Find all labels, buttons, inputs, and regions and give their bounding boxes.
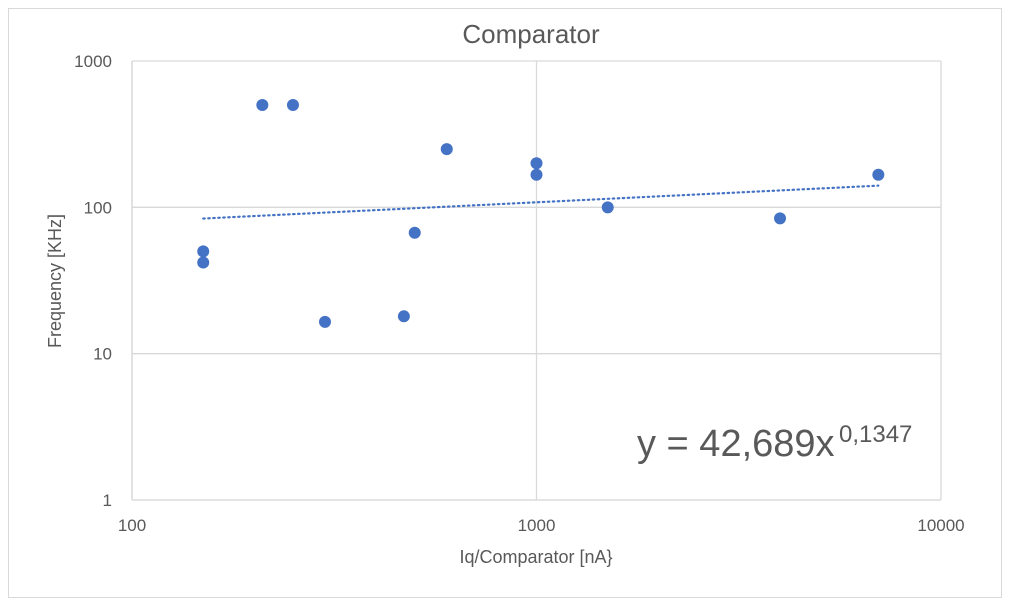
x-tick-label: 100 xyxy=(118,516,146,535)
data-point xyxy=(601,201,614,214)
data-point xyxy=(256,99,269,112)
y-axis-ticks: 1 10 100 1000 xyxy=(74,52,112,510)
y-tick-label: 100 xyxy=(84,198,112,217)
y-tick-label: 10 xyxy=(93,345,112,364)
data-point xyxy=(530,157,543,170)
chart-title: Comparator xyxy=(462,19,600,49)
axis-lines xyxy=(131,61,941,501)
y-tick-label: 1 xyxy=(103,491,112,510)
data-point xyxy=(408,226,421,239)
data-points xyxy=(197,99,885,328)
data-point xyxy=(318,315,331,328)
x-tick-label: 1000 xyxy=(518,516,556,535)
x-tick-label: 10000 xyxy=(917,516,964,535)
data-point xyxy=(872,168,885,181)
data-point xyxy=(397,310,410,323)
equation-base: y = 42,689x xyxy=(637,423,835,465)
data-point xyxy=(286,99,299,112)
x-axis-ticks: 100 1000 10000 xyxy=(118,516,965,535)
data-point xyxy=(197,245,210,258)
y-axis-label: Frequency [KHz] xyxy=(45,214,65,348)
x-axis-label: Iq/Comparator [nA} xyxy=(459,547,612,567)
data-point xyxy=(774,212,787,225)
y-tick-label: 1000 xyxy=(74,52,112,71)
data-point xyxy=(530,168,543,181)
data-point xyxy=(197,256,210,269)
grid-lines xyxy=(131,60,942,501)
data-point xyxy=(440,143,453,156)
equation-exponent: 0,1347 xyxy=(839,421,912,448)
trendline-equation: y = 42,689x 0,1347 xyxy=(637,421,912,465)
